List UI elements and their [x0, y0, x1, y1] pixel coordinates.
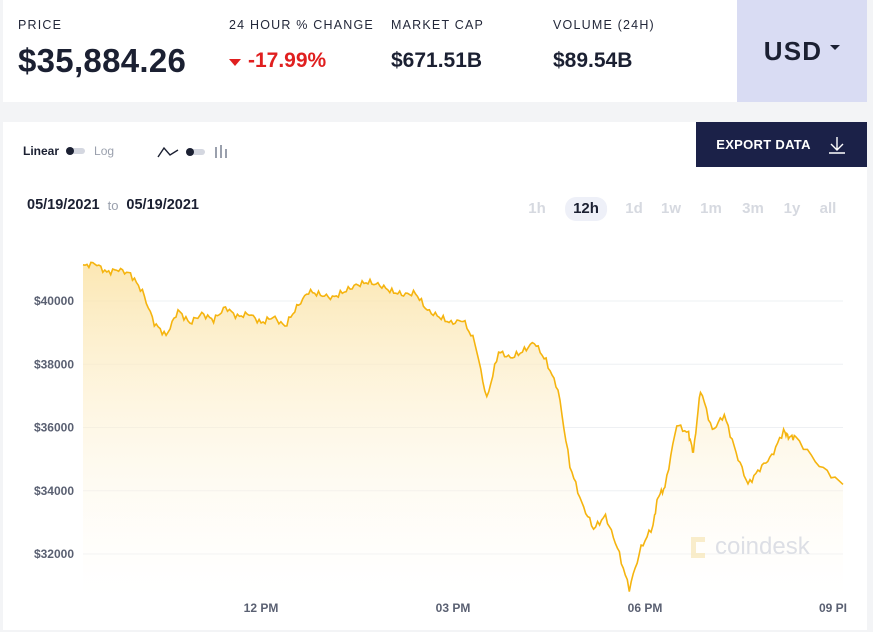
y-tick-label: $40000	[34, 294, 74, 308]
range-all[interactable]: all	[819, 200, 837, 217]
coindesk-watermark: coindesk	[691, 533, 811, 560]
range-1d[interactable]: 1d	[625, 200, 643, 217]
chart-type-toggle	[157, 144, 229, 160]
market-cap-stat: MARKET CAP $671.51B	[391, 18, 484, 73]
chart-type-switch-knob	[186, 148, 194, 156]
volume-stat: VOLUME (24H) $89.54B	[553, 18, 655, 73]
range-1m[interactable]: 1m	[700, 200, 722, 217]
date-to[interactable]: 05/19/2021	[126, 197, 199, 213]
export-data-button[interactable]: EXPORT DATA	[696, 122, 867, 167]
market-cap-label: MARKET CAP	[391, 18, 485, 32]
scale-switch-knob	[66, 147, 75, 155]
price-line	[82, 261, 844, 592]
chart-type-switch[interactable]	[186, 148, 205, 156]
price-label: PRICE	[18, 18, 63, 32]
stats-bar: PRICE $35,884.26 24 HOUR % CHANGE -17.99…	[3, 0, 867, 102]
change-value-row: -17.99%	[229, 49, 374, 73]
price-value: $35,884.26	[18, 42, 187, 79]
price-chart: $40000 $38000 $36000 $34000 $32000 12 PM 03 P…	[34, 261, 847, 615]
y-tick-label: $38000	[34, 357, 74, 371]
chart-panel: Linear Log EXPORT DATA 05/19/2021 to 05/…	[3, 122, 867, 630]
market-cap-value: $671.51B	[391, 49, 483, 72]
price-area	[83, 262, 843, 599]
caret-down-icon	[229, 59, 241, 66]
date-from[interactable]: 05/19/2021	[27, 197, 100, 213]
range-1y[interactable]: 1y	[783, 200, 801, 217]
change-stat: 24 HOUR % CHANGE -17.99%	[229, 18, 374, 73]
candlestick-icon[interactable]	[213, 144, 229, 160]
log-label[interactable]: Log	[94, 144, 115, 158]
y-tick-label: $34000	[34, 484, 74, 498]
export-label: EXPORT DATA	[716, 137, 811, 152]
line-chart-icon[interactable]	[157, 145, 179, 159]
range-3m[interactable]: 3m	[742, 200, 764, 217]
volume-label: VOLUME (24H)	[553, 18, 655, 32]
range-1w[interactable]: 1w	[660, 200, 682, 217]
range-12h[interactable]: 12h	[565, 197, 607, 221]
price-stat: PRICE $35,884.26	[18, 18, 186, 80]
range-1h[interactable]: 1h	[528, 200, 546, 217]
scale-toggle: Linear Log	[23, 144, 114, 158]
x-tick-label: 06 PM	[628, 601, 663, 615]
volume-value: $89.54B	[553, 49, 633, 72]
coindesk-logo-icon	[691, 537, 705, 558]
y-tick-label: $36000	[34, 421, 74, 435]
x-tick-label: 09 PI	[819, 601, 847, 615]
x-tick-label: 03 PM	[436, 601, 471, 615]
change-value: -17.99%	[248, 49, 327, 72]
currency-dropdown[interactable]: USD	[737, 0, 867, 102]
date-to-label: to	[107, 197, 119, 213]
change-label: 24 HOUR % CHANGE	[229, 18, 374, 32]
y-tick-label: $32000	[34, 547, 74, 561]
watermark-text: coindesk	[715, 533, 811, 560]
download-icon	[828, 136, 845, 154]
chevron-down-icon	[830, 44, 841, 50]
range-selector: 1h 12h 1d 1w 1m 3m 1y all	[3, 197, 867, 221]
linear-label[interactable]: Linear	[23, 144, 60, 158]
scale-switch[interactable]	[66, 147, 86, 155]
date-range: 05/19/2021 to 05/19/2021	[27, 197, 199, 213]
x-tick-label: 12 PM	[244, 601, 279, 615]
currency-label: USD	[763, 35, 823, 66]
